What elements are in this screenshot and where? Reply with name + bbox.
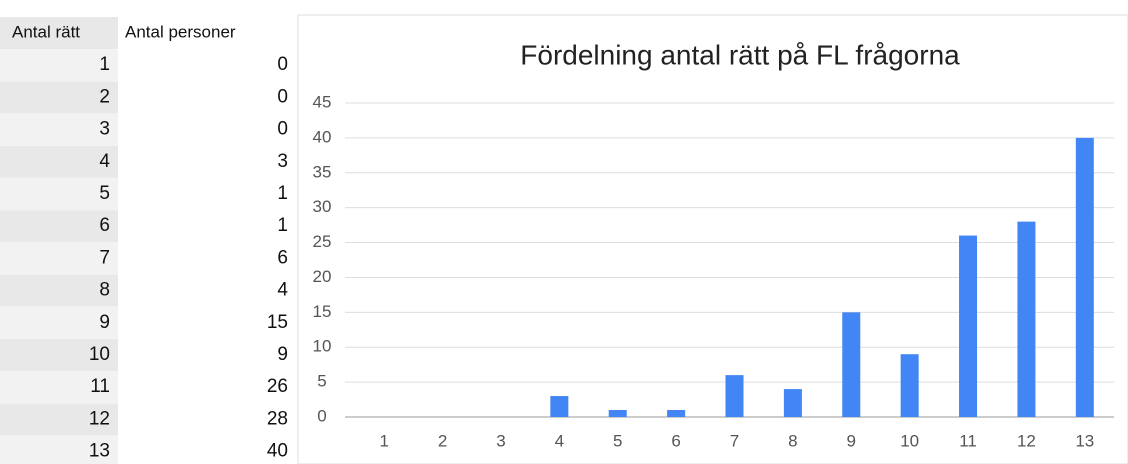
cell: 15 [267, 312, 288, 333]
y-tick-label: 25 [313, 232, 332, 251]
bar [900, 354, 919, 417]
row-bg [0, 274, 118, 307]
x-tick-label: 13 [1075, 431, 1094, 450]
y-tick-label: 0 [317, 406, 326, 425]
x-tick-label: 7 [730, 431, 739, 450]
cell: 4 [277, 280, 288, 301]
x-tick-label: 2 [438, 431, 447, 450]
cell: 13 [89, 441, 110, 462]
bar [1017, 221, 1036, 417]
header-cell: Antal personer [125, 22, 236, 41]
cell: 4 [99, 151, 110, 172]
cell: 7 [99, 247, 110, 268]
row-bg [0, 178, 118, 210]
y-tick-label: 15 [313, 302, 332, 321]
row-bg [0, 435, 118, 464]
x-tick-label: 4 [555, 431, 564, 450]
cell: 28 [267, 408, 288, 429]
cell: 1 [277, 183, 288, 204]
cell: 3 [277, 151, 288, 172]
chart: Fördelning antal rätt på FL frågorna 0 5 1… [313, 39, 1114, 450]
cell: 6 [277, 247, 288, 268]
y-tick-label: 35 [313, 162, 332, 181]
cell: 9 [277, 344, 288, 365]
x-tick-label: 1 [379, 431, 388, 450]
y-tick-label: 45 [313, 92, 332, 111]
y-tick-label: 5 [317, 372, 326, 391]
row-bg [0, 339, 118, 371]
y-tick-label: 20 [313, 267, 332, 286]
bar [842, 312, 861, 417]
bar [959, 235, 978, 417]
bar [608, 410, 627, 417]
x-tick-label: 11 [959, 431, 977, 450]
x-tick-label: 9 [847, 431, 856, 450]
cell: 26 [267, 376, 288, 397]
row-bg [0, 306, 118, 339]
y-tick-label: 30 [313, 197, 332, 216]
x-tick-label: 12 [1017, 431, 1036, 450]
cell: 8 [99, 280, 110, 301]
bar [1075, 137, 1094, 417]
row-bg [0, 210, 118, 243]
cell: 1 [99, 54, 110, 75]
cell: 0 [277, 54, 288, 75]
x-tick-label: 6 [671, 431, 680, 450]
bar [667, 410, 686, 417]
row-bg [0, 81, 118, 114]
chart-frame [297, 14, 1128, 464]
row-bg [0, 113, 118, 146]
bar [725, 375, 744, 417]
bar [783, 389, 802, 417]
cell: 10 [89, 344, 110, 365]
cell: 0 [277, 119, 288, 140]
row-bg [0, 403, 118, 436]
x-tick-label: 3 [496, 431, 505, 450]
cell: 0 [277, 86, 288, 107]
row-bg [0, 371, 118, 404]
x-tick-label: 8 [788, 431, 797, 450]
cell: 40 [267, 441, 288, 462]
chart-title: Fördelning antal rätt på FL frågorna [520, 39, 960, 70]
row-bg [0, 49, 118, 82]
cell: 6 [99, 215, 110, 236]
cell: 11 [90, 376, 110, 397]
header-bg [0, 17, 118, 49]
x-tick-label: 10 [900, 431, 919, 450]
cell: 5 [99, 183, 110, 204]
row-bg [0, 242, 118, 275]
cell: 1 [277, 215, 288, 236]
y-tick-label: 10 [313, 337, 332, 356]
bar [550, 396, 569, 417]
header-cell: Antal rätt [12, 22, 80, 41]
cell: 12 [89, 408, 110, 429]
cell: 9 [99, 312, 110, 333]
cell: 3 [99, 119, 110, 140]
x-tick-label: 5 [613, 431, 622, 450]
cell: 2 [99, 86, 110, 107]
row-bg [0, 145, 118, 178]
y-tick-label: 40 [313, 127, 332, 146]
